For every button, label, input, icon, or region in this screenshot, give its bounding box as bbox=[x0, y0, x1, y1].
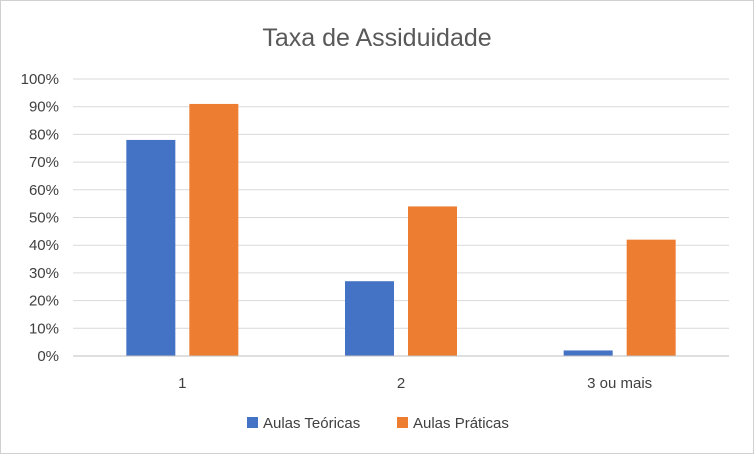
chart-title: Taxa de Assiduidade bbox=[262, 24, 491, 52]
x-axis-ticks: 1 2 3 ou mais bbox=[178, 375, 652, 392]
bar bbox=[408, 206, 457, 356]
y-axis-ticks: 0% 10% 20% 30% 40% 50% 60% 70% 80% 90% 100% bbox=[21, 71, 59, 365]
y-tick-label: 50% bbox=[29, 210, 59, 227]
x-tick-label: 1 bbox=[178, 375, 186, 392]
y-tick-label: 0% bbox=[37, 348, 59, 365]
y-tick-label: 100% bbox=[21, 71, 59, 88]
bar bbox=[189, 103, 239, 357]
gridlines bbox=[73, 78, 729, 329]
bar bbox=[626, 239, 676, 356]
y-tick-label: 90% bbox=[29, 99, 59, 116]
y-tick-label: 20% bbox=[29, 293, 59, 310]
y-tick-label: 70% bbox=[29, 154, 59, 171]
bar bbox=[563, 350, 613, 356]
bar bbox=[345, 281, 394, 356]
legend-swatch bbox=[397, 417, 408, 428]
y-tick-label: 10% bbox=[29, 320, 59, 337]
legend-label: Aulas Práticas bbox=[413, 415, 509, 432]
legend-swatch bbox=[247, 417, 258, 428]
x-tick-label: 2 bbox=[397, 375, 405, 392]
y-tick-label: 80% bbox=[29, 126, 59, 143]
y-tick-label: 40% bbox=[29, 237, 59, 254]
y-tick-label: 30% bbox=[29, 265, 59, 282]
legend-label: Aulas Teóricas bbox=[263, 415, 360, 432]
y-tick-label: 60% bbox=[29, 182, 59, 199]
bar bbox=[126, 139, 176, 356]
legend: Aulas Teóricas Aulas Práticas bbox=[247, 415, 509, 432]
x-tick-label: 3 ou mais bbox=[587, 375, 652, 392]
bars bbox=[126, 103, 676, 357]
